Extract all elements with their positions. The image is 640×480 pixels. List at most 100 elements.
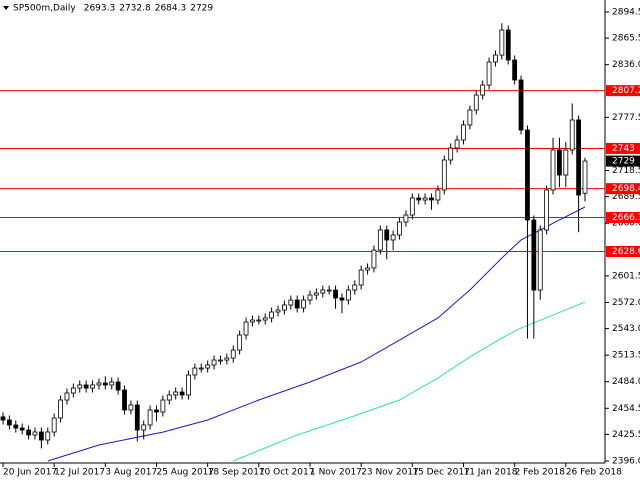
- candle-body: [275, 309, 281, 313]
- candle-body: [390, 234, 396, 241]
- level-label: 2666.3: [612, 213, 640, 223]
- y-tick-label: 2454.5: [612, 404, 640, 414]
- candle-body: [441, 159, 447, 191]
- candle-body: [416, 197, 422, 201]
- candle-body: [141, 424, 147, 431]
- candle-body: [26, 429, 31, 436]
- candle-body: [224, 357, 230, 361]
- candle-body: [326, 289, 332, 292]
- header-value: 2732.8: [119, 4, 151, 14]
- candle-body: [576, 119, 582, 196]
- header-value: 2729: [190, 4, 213, 14]
- candle-body: [77, 384, 83, 389]
- candle-body: [563, 149, 569, 176]
- price-label-box: [606, 155, 640, 167]
- candle-body: [377, 229, 383, 251]
- candle-body: [64, 392, 70, 401]
- candle-body: [186, 374, 191, 396]
- candle-body: [128, 404, 134, 411]
- y-tick-label: 2718.5: [612, 166, 640, 176]
- candle-body: [38, 431, 44, 441]
- x-tick-label: 12 Jul 2017: [54, 468, 105, 478]
- header-value: 2684.3: [155, 4, 187, 14]
- candle-body: [198, 367, 204, 370]
- moving-average: [233, 301, 586, 462]
- candle-body: [537, 229, 543, 291]
- y-tick-label: 2777.5: [612, 113, 640, 123]
- candle-body: [550, 149, 556, 191]
- candle-body: [313, 292, 319, 296]
- candle-body: [211, 359, 217, 366]
- candle-body: [365, 267, 370, 271]
- candle-body: [115, 381, 121, 391]
- price-label: 2729: [612, 157, 635, 167]
- candle-body: [0, 416, 6, 421]
- candle-body: [134, 404, 140, 431]
- level-label-box: [606, 212, 640, 224]
- candle-body: [147, 409, 153, 426]
- candle-body: [301, 299, 306, 309]
- candle-body: [435, 189, 441, 201]
- candle-body: [179, 391, 185, 396]
- candle-body: [384, 229, 390, 241]
- candle-body: [154, 409, 159, 413]
- candle-body: [256, 319, 262, 322]
- x-tick-label: 1 Nov 2017: [310, 468, 362, 478]
- candle-body: [237, 334, 243, 351]
- candle-body: [250, 319, 255, 323]
- level-label-box: [606, 85, 640, 97]
- level-label-box: [606, 183, 640, 195]
- y-tick-label: 2572.0: [612, 298, 640, 308]
- candle-body: [45, 431, 51, 441]
- candle-body: [429, 197, 434, 201]
- candle-body: [467, 109, 473, 126]
- candle-body: [518, 79, 524, 131]
- candle-body: [269, 311, 275, 319]
- candle-body: [70, 387, 76, 394]
- candle-body: [58, 399, 63, 419]
- y-tick-label: 2484.0: [612, 377, 640, 387]
- y-tick-label: 2660.0: [612, 219, 640, 229]
- level-label: 2807.2: [612, 86, 640, 96]
- candle-body: [160, 399, 166, 413]
- menu-icon: [3, 6, 9, 10]
- x-tick-label: 20 Jun 2017: [3, 468, 57, 478]
- candle-body: [409, 197, 415, 216]
- candle-body: [51, 417, 57, 433]
- candle-body: [512, 59, 518, 81]
- candle-body: [403, 214, 409, 223]
- candle-body: [192, 367, 198, 376]
- y-tick-label: 2543.0: [612, 324, 640, 334]
- y-tick-label: 2836.0: [612, 60, 640, 70]
- candle-body: [480, 84, 486, 96]
- x-tick-label: 10 Oct 2017: [259, 468, 315, 478]
- candle-body: [473, 94, 479, 111]
- candle-body: [454, 139, 460, 149]
- candle-body: [262, 317, 268, 321]
- y-tick-label: 2513.5: [612, 351, 640, 361]
- x-tick-label: 15 Dec 2017: [412, 468, 470, 478]
- candle-body: [6, 419, 12, 426]
- x-tick-label: 2 Feb 2018: [515, 468, 566, 478]
- candle-body: [339, 297, 345, 301]
- candle-body: [307, 294, 313, 301]
- candle-body: [422, 197, 428, 201]
- level-label: 2698.4: [612, 184, 640, 194]
- x-tick-label: 25 Aug 2017: [156, 468, 214, 478]
- y-tick-label: 2601.5: [612, 271, 640, 281]
- x-tick-label: 11 Jan 2018: [463, 468, 517, 478]
- candle-body: [243, 321, 249, 336]
- candle-body: [173, 391, 179, 396]
- candle-body: [358, 269, 364, 286]
- candle-body: [531, 219, 537, 291]
- x-tick-label: 26 Feb 2018: [566, 468, 622, 478]
- candle-body: [557, 149, 562, 176]
- candle-body: [493, 54, 498, 63]
- candle-body: [83, 384, 89, 389]
- candle-body: [333, 289, 338, 299]
- candle-body: [320, 289, 326, 294]
- candle-body: [19, 427, 25, 431]
- candle-body: [345, 289, 351, 301]
